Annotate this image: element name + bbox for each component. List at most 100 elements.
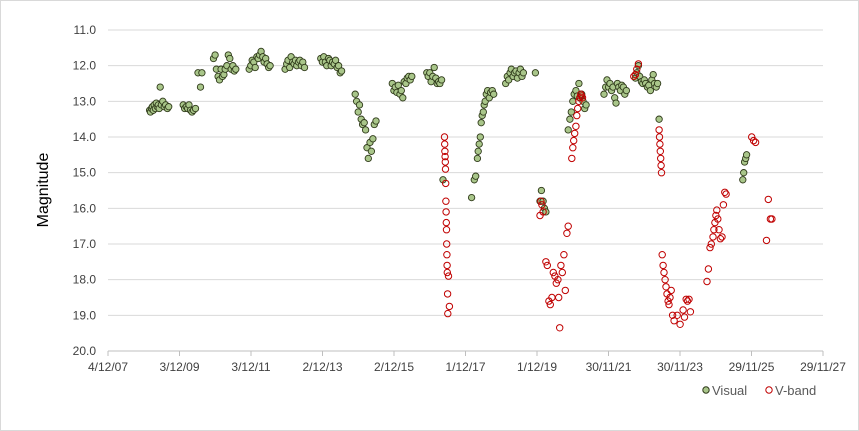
vband-point bbox=[666, 293, 674, 302]
vband-point bbox=[714, 215, 722, 223]
vband-point bbox=[707, 240, 715, 248]
x-tick-label: 3/12/11 bbox=[231, 360, 270, 374]
visual-point bbox=[575, 79, 583, 88]
vband-point bbox=[574, 104, 582, 113]
visual-point bbox=[612, 99, 620, 107]
vband-point bbox=[552, 279, 560, 287]
vband-point bbox=[710, 226, 718, 234]
visual-point bbox=[408, 72, 416, 81]
vband-point bbox=[751, 138, 760, 147]
x-axis-line bbox=[107, 350, 824, 356]
visual-point bbox=[655, 115, 663, 123]
vband-point bbox=[668, 311, 677, 319]
vband-point bbox=[573, 111, 581, 120]
vband-point bbox=[713, 206, 721, 214]
y-tick-label: 16.0 bbox=[73, 201, 97, 215]
visual-point bbox=[653, 79, 662, 88]
visual-point bbox=[211, 51, 219, 59]
y-tick-label: 19.0 bbox=[73, 308, 97, 322]
vband-point bbox=[633, 65, 641, 73]
visual-point bbox=[582, 101, 590, 109]
visual-point bbox=[476, 133, 484, 141]
vband-point bbox=[443, 290, 452, 298]
visual-point bbox=[742, 151, 751, 159]
visual-point bbox=[361, 126, 370, 134]
vband-point bbox=[657, 169, 666, 177]
vband-point bbox=[443, 268, 451, 277]
vband-point bbox=[764, 195, 772, 204]
vband-point bbox=[670, 317, 678, 325]
vband-point bbox=[712, 211, 720, 220]
vband-point bbox=[542, 258, 550, 266]
legend-visual-label: Visual bbox=[712, 383, 747, 398]
plot-area bbox=[145, 47, 776, 332]
vband-point bbox=[440, 133, 449, 141]
x-tick-label: 4/12/07 bbox=[88, 360, 128, 374]
y-tick-label: 15.0 bbox=[73, 166, 97, 180]
x-tick-label: 1/12/19 bbox=[517, 360, 557, 374]
vband-point bbox=[442, 218, 450, 227]
vband-point bbox=[676, 320, 684, 328]
vband-point bbox=[546, 300, 554, 309]
x-axis-ticks: 4/12/07 3/12/09 3/12/11 2/12/13 2/12/15 1/12/… bbox=[88, 360, 846, 374]
vband-point bbox=[706, 243, 714, 252]
x-tick-label: 2/12/15 bbox=[374, 360, 414, 374]
visual-point bbox=[519, 69, 528, 77]
visual-point bbox=[490, 90, 498, 98]
vband-point bbox=[703, 277, 711, 286]
y-tick-label: 17.0 bbox=[73, 237, 97, 251]
visual-point bbox=[156, 83, 164, 91]
vband-point bbox=[768, 215, 776, 223]
visual-point bbox=[467, 193, 476, 202]
vband-point bbox=[444, 272, 453, 280]
vband-point bbox=[718, 233, 726, 241]
vband-point bbox=[719, 201, 728, 209]
visual-point bbox=[334, 62, 343, 70]
vband-point bbox=[570, 136, 578, 145]
vband-point bbox=[558, 268, 566, 277]
vband-point bbox=[659, 261, 667, 270]
x-tick-label: 3/12/09 bbox=[159, 360, 199, 374]
y-tick-label: 13.0 bbox=[73, 94, 97, 108]
visual-point bbox=[372, 117, 380, 125]
visual-point bbox=[740, 169, 748, 177]
visual-point bbox=[232, 65, 240, 73]
visual-point bbox=[198, 69, 206, 77]
vband-point bbox=[443, 251, 451, 259]
vband-point bbox=[656, 147, 664, 156]
visual-point bbox=[337, 67, 346, 75]
vband-point bbox=[716, 235, 725, 243]
vband-point bbox=[634, 60, 643, 68]
x-tick-label: 1/12/17 bbox=[445, 360, 485, 374]
vband-point bbox=[657, 154, 665, 163]
vband-point bbox=[631, 70, 640, 79]
vband-point bbox=[667, 286, 675, 295]
visual-point bbox=[191, 104, 200, 113]
visual-point bbox=[430, 63, 438, 72]
vband-point bbox=[571, 129, 579, 138]
vband-point bbox=[563, 229, 571, 238]
vband-point bbox=[673, 311, 681, 319]
vband-point bbox=[445, 302, 454, 311]
x-tick-label: 2/12/13 bbox=[302, 360, 342, 374]
vband-point bbox=[766, 215, 775, 223]
visual-point bbox=[331, 56, 340, 64]
visual-point bbox=[473, 154, 482, 163]
y-tick-label: 12.0 bbox=[73, 59, 97, 73]
vband-point bbox=[682, 295, 690, 303]
vband-point bbox=[722, 190, 730, 198]
vband-point bbox=[683, 297, 692, 305]
vband-point bbox=[656, 140, 664, 148]
legend-vband-label: V-band bbox=[775, 383, 816, 398]
visual-point bbox=[351, 90, 359, 98]
visual-point bbox=[566, 115, 574, 123]
visual-point bbox=[397, 86, 405, 95]
vband-point bbox=[537, 197, 545, 205]
gridlines bbox=[108, 29, 823, 316]
y-axis-ticks: 11.0 12.0 13.0 14.0 15.0 16.0 17.0 18.0 19.0 20.0 bbox=[73, 23, 97, 358]
visual-point bbox=[300, 63, 309, 72]
vband-point bbox=[655, 133, 664, 141]
vband-point bbox=[576, 94, 584, 102]
vband-point bbox=[748, 133, 756, 141]
